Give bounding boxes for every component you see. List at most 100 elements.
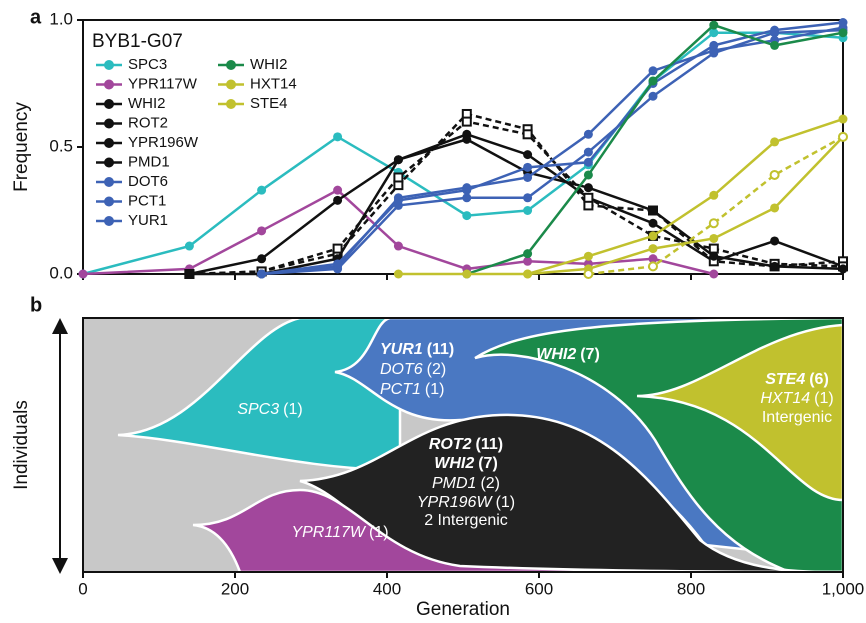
legend-swatch bbox=[104, 196, 114, 207]
point bbox=[583, 129, 593, 139]
point bbox=[257, 254, 267, 264]
chart-title: BYB1-G07 bbox=[92, 31, 183, 52]
clone-label: Intergenic bbox=[762, 409, 832, 426]
point bbox=[461, 116, 472, 127]
series-line bbox=[588, 135, 844, 276]
legend-swatch bbox=[104, 99, 114, 109]
legend-swatch bbox=[104, 60, 114, 70]
point bbox=[462, 269, 472, 279]
point bbox=[838, 264, 848, 274]
point bbox=[462, 134, 472, 144]
point bbox=[770, 40, 780, 50]
point bbox=[648, 91, 658, 101]
point bbox=[648, 218, 658, 228]
legend-label: YPR196W bbox=[128, 134, 199, 151]
legend-label: STE4 bbox=[250, 95, 288, 112]
point bbox=[648, 231, 658, 241]
point bbox=[78, 269, 88, 279]
point bbox=[523, 150, 533, 160]
legend-label: ROT2 bbox=[128, 114, 168, 131]
point bbox=[333, 259, 343, 269]
point bbox=[523, 193, 533, 203]
series-line bbox=[261, 21, 844, 276]
point bbox=[709, 251, 719, 261]
point bbox=[709, 190, 719, 200]
x-tick-label: 200 bbox=[221, 579, 249, 598]
series-line bbox=[82, 188, 715, 276]
legend-label: WHI2 bbox=[250, 56, 288, 73]
point bbox=[838, 28, 848, 38]
point bbox=[770, 25, 780, 35]
legend-label: YPR117W bbox=[128, 75, 198, 92]
y-tick-label: 0.0 bbox=[49, 263, 73, 282]
point bbox=[648, 261, 658, 272]
point bbox=[709, 48, 719, 58]
point bbox=[462, 185, 472, 195]
point bbox=[184, 269, 194, 279]
clone-label: PMD1 (2) bbox=[432, 475, 500, 492]
point bbox=[838, 131, 848, 142]
clone-label: YPR117W (1) bbox=[291, 524, 388, 541]
point bbox=[583, 147, 593, 157]
point bbox=[257, 269, 267, 279]
point bbox=[648, 206, 658, 215]
x-tick-label: 800 bbox=[677, 579, 705, 598]
point bbox=[838, 18, 848, 28]
clone-label: 2 Intergenic bbox=[424, 512, 508, 529]
clone-label: ROT2 (11) bbox=[429, 436, 503, 453]
point bbox=[648, 66, 658, 76]
point bbox=[523, 206, 533, 215]
point bbox=[393, 172, 404, 183]
legend-swatch bbox=[104, 79, 114, 90]
panel-label: a bbox=[30, 6, 42, 28]
legend-label: PCT1 bbox=[128, 192, 166, 209]
series-line bbox=[398, 117, 844, 276]
point bbox=[523, 172, 533, 182]
point bbox=[583, 251, 593, 261]
legend-swatch bbox=[226, 60, 236, 70]
muller-plot: SPC3 (1) YUR1 (11) DOT6 (2) PCT1 (1) WHI2 (7)… bbox=[82, 316, 845, 574]
clone-label: STE4 (6) bbox=[765, 371, 829, 388]
point bbox=[257, 226, 267, 236]
point bbox=[523, 249, 533, 259]
y-tick-label: 0.5 bbox=[49, 136, 73, 155]
point bbox=[709, 40, 719, 50]
line-chart: 0.0 0.5 1.0 0 200 400 600 800 1,000 BYB1-G07 SPC3 Y… bbox=[49, 9, 864, 598]
series-line bbox=[82, 31, 844, 276]
point bbox=[583, 192, 594, 203]
x-axis-label: Generation bbox=[416, 599, 510, 620]
series-line bbox=[261, 28, 844, 276]
point bbox=[770, 137, 780, 147]
legend-swatch bbox=[104, 177, 114, 187]
point bbox=[393, 195, 403, 205]
legend-swatch bbox=[226, 79, 236, 90]
legend-label: PMD1 bbox=[128, 153, 170, 170]
point bbox=[332, 243, 343, 254]
y-axis-label: Individuals bbox=[11, 400, 32, 490]
point bbox=[393, 241, 403, 251]
point bbox=[709, 233, 719, 243]
point bbox=[770, 203, 780, 213]
point bbox=[770, 236, 780, 246]
clone-label: YUR1 (11) bbox=[380, 341, 454, 358]
point bbox=[462, 193, 472, 203]
point bbox=[583, 170, 593, 180]
point bbox=[523, 162, 533, 172]
point bbox=[523, 256, 533, 266]
legend-label: YUR1 bbox=[128, 212, 168, 229]
point bbox=[648, 244, 658, 254]
point bbox=[522, 129, 533, 140]
point bbox=[393, 155, 403, 165]
point bbox=[523, 269, 533, 279]
point bbox=[583, 157, 593, 167]
point bbox=[838, 114, 848, 124]
point bbox=[393, 269, 403, 279]
point bbox=[333, 185, 343, 195]
x-tick-label: 600 bbox=[525, 579, 553, 598]
legend-label: DOT6 bbox=[128, 173, 168, 190]
point bbox=[769, 169, 780, 180]
point bbox=[709, 28, 719, 38]
point bbox=[708, 243, 719, 254]
panel-label: b bbox=[30, 294, 42, 316]
point bbox=[648, 254, 658, 264]
